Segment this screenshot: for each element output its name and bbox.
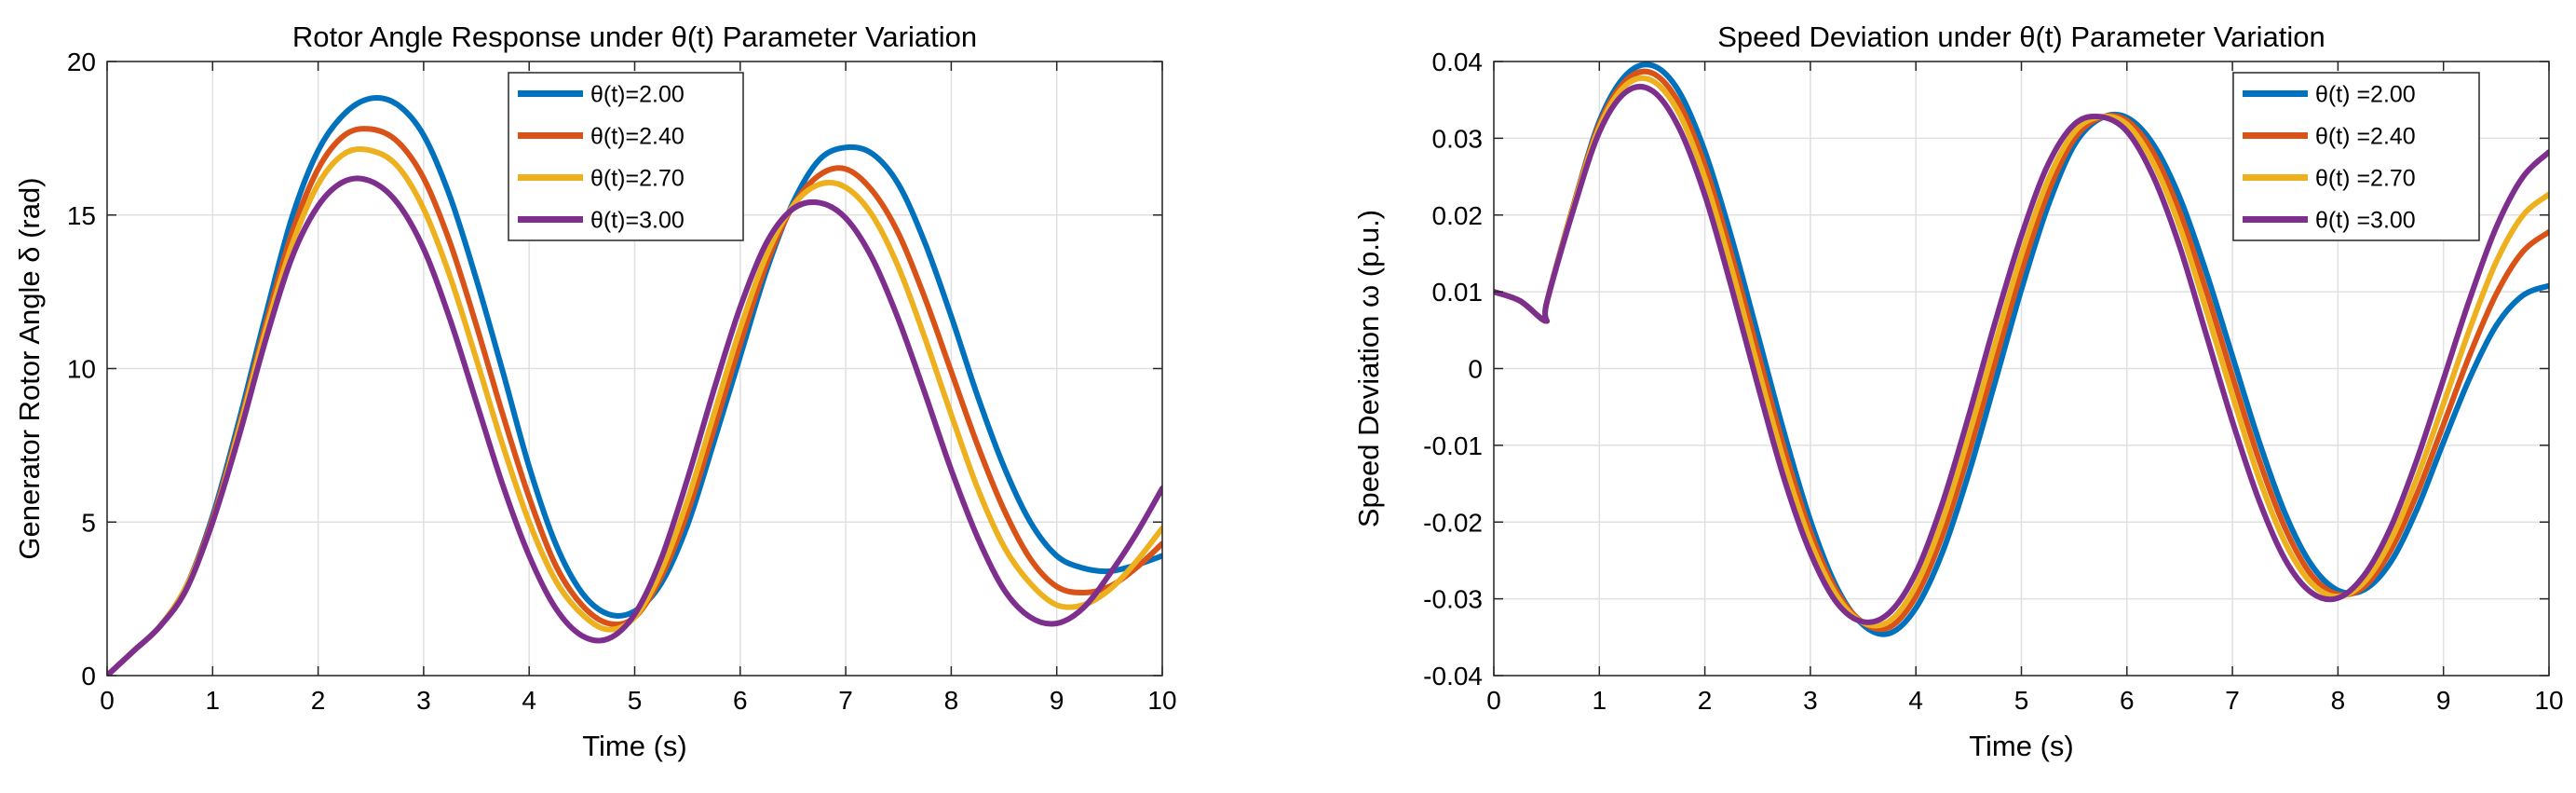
y-tick-label: 0 bbox=[81, 662, 96, 690]
y-tick-label: 5 bbox=[81, 508, 96, 537]
x-tick-label: 9 bbox=[1050, 686, 1064, 715]
y-tick-label: 15 bbox=[67, 201, 96, 230]
series-lines bbox=[1494, 62, 2549, 637]
x-tick-label: 8 bbox=[944, 686, 959, 715]
series-line-4 bbox=[1494, 84, 2549, 625]
x-axis-label: Time (s) bbox=[582, 730, 687, 762]
x-tick-label: 10 bbox=[1147, 686, 1176, 715]
legend-label-4: θ(t)=3.00 bbox=[590, 208, 685, 234]
x-tick-label: 1 bbox=[206, 686, 221, 715]
x-axis-label: Time (s) bbox=[1969, 730, 2074, 762]
x-tick-label: 6 bbox=[733, 686, 748, 715]
y-tick-label: -0.04 bbox=[1423, 662, 1483, 690]
x-tick-label: 5 bbox=[2014, 686, 2029, 715]
series-line-4 bbox=[107, 175, 1162, 676]
y-axis-label: Speed Deviation ω (p.u.) bbox=[1352, 210, 1385, 527]
x-tick-label: 8 bbox=[2331, 686, 2346, 715]
y-tick-label: -0.01 bbox=[1423, 431, 1483, 460]
legend: θ(t)=2.00 θ(t)=2.40 θ(t)=2.70 θ(t)=3.00 bbox=[508, 72, 744, 241]
y-tick-label: -0.03 bbox=[1423, 585, 1483, 614]
x-tick-label: 3 bbox=[416, 686, 431, 715]
chart-1: 0 1 2 3 4 5 6 7 8 9 10 0 5 10 15 20 Rotor Angle Response… bbox=[13, 21, 1177, 762]
y-tick-label: 20 bbox=[67, 48, 96, 76]
series-lines bbox=[107, 94, 1162, 676]
x-tick-label: 9 bbox=[2436, 686, 2451, 715]
x-tick-label: 6 bbox=[2120, 686, 2135, 715]
x-tick-label: 4 bbox=[522, 686, 536, 715]
x-tick-label: 3 bbox=[1803, 686, 1818, 715]
y-axis-label: Generator Rotor Angle δ (rad) bbox=[13, 177, 46, 559]
ticks: 0 1 2 3 4 5 6 7 8 9 10 0 5 10 15 20 bbox=[67, 48, 1177, 715]
chart-title: Speed Deviation under θ(t) Parameter Var… bbox=[1717, 21, 2325, 53]
series-line-1 bbox=[107, 94, 1162, 676]
y-tick-label: 0.03 bbox=[1432, 124, 1484, 153]
y-tick-label: 0.01 bbox=[1432, 278, 1484, 307]
y-tick-label: 0.04 bbox=[1432, 48, 1484, 76]
x-tick-label: 7 bbox=[2225, 686, 2240, 715]
chart-2: 0 1 2 3 4 5 6 7 8 9 10 -0.04 -0.03 -0.02 -0.01 0 0.01 0.0… bbox=[1352, 21, 2564, 762]
ticks: 0 1 2 3 4 5 6 7 8 9 10 -0.04 -0.03 -0.02 -0.01 0 0.01 0.0… bbox=[1423, 48, 2563, 715]
legend-label-2: θ(t) =2.40 bbox=[2315, 124, 2416, 150]
y-tick-label: 10 bbox=[67, 355, 96, 384]
chart-title: Rotor Angle Response under θ(t) Paramete… bbox=[292, 21, 977, 53]
y-tick-label: 0 bbox=[1468, 355, 1483, 384]
legend-box bbox=[2232, 72, 2480, 241]
y-tick-label: 0.02 bbox=[1432, 201, 1484, 230]
x-tick-label: 0 bbox=[1486, 686, 1501, 715]
x-tick-label: 0 bbox=[100, 686, 115, 715]
x-tick-label: 1 bbox=[1593, 686, 1607, 715]
legend-box bbox=[508, 72, 744, 241]
legend-label-4: θ(t) =3.00 bbox=[2315, 208, 2416, 234]
x-tick-label: 2 bbox=[311, 686, 326, 715]
series-line-2 bbox=[1494, 68, 2549, 633]
x-tick-label: 5 bbox=[628, 686, 643, 715]
legend-label-1: θ(t) =2.00 bbox=[2315, 82, 2416, 108]
legend-label-1: θ(t)=2.00 bbox=[590, 82, 685, 108]
legend-label-2: θ(t)=2.40 bbox=[590, 124, 685, 150]
legend-label-3: θ(t) =2.70 bbox=[2315, 166, 2416, 192]
y-tick-label: -0.02 bbox=[1423, 508, 1483, 537]
x-tick-label: 2 bbox=[1698, 686, 1713, 715]
x-tick-label: 7 bbox=[838, 686, 853, 715]
series-line-3 bbox=[1494, 75, 2549, 629]
x-tick-label: 10 bbox=[2534, 686, 2563, 715]
legend: θ(t) =2.00 θ(t) =2.40 θ(t) =2.70 θ(t) =3.00 bbox=[2232, 72, 2480, 241]
legend-label-3: θ(t)=2.70 bbox=[590, 166, 685, 192]
x-tick-label: 4 bbox=[1908, 686, 1923, 715]
